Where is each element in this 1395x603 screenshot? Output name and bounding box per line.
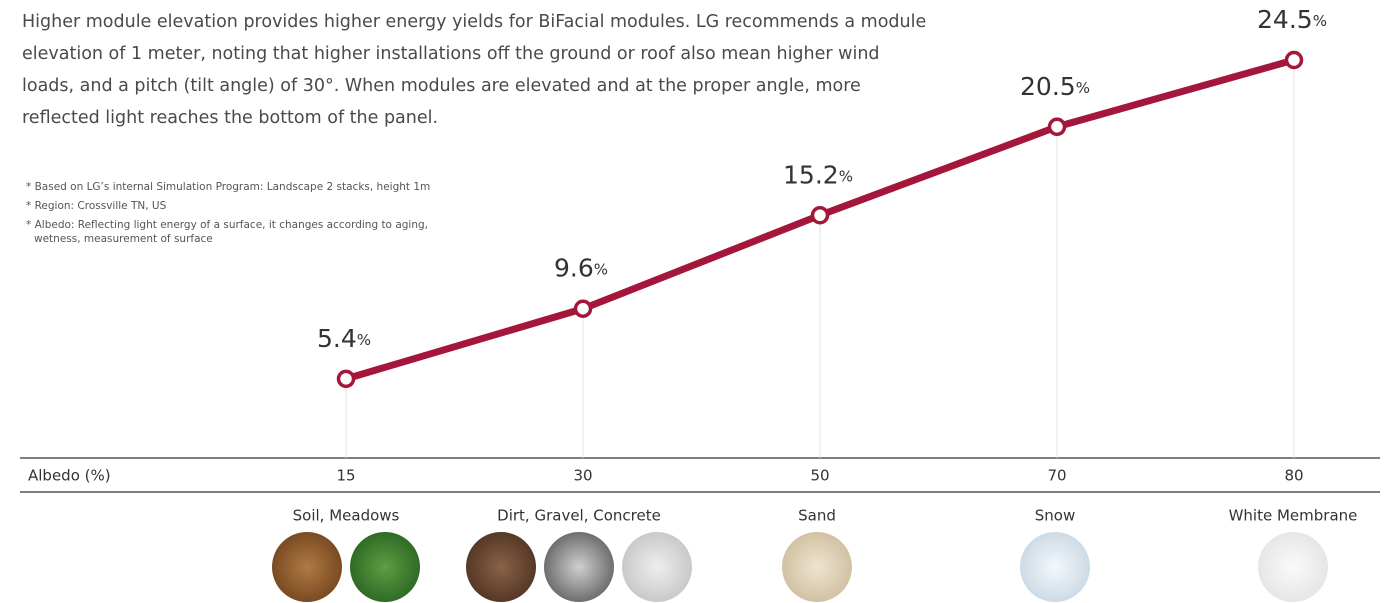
note: * Based on LG’s internal Simulation Prog… <box>26 181 431 193</box>
data-point <box>336 369 356 389</box>
notes: * Based on LG’s internal Simulation Prog… <box>26 180 456 251</box>
data-point <box>1284 50 1304 70</box>
x-tick-label: 80 <box>1284 467 1303 485</box>
value-label: 15.2% <box>783 160 853 189</box>
surface-image <box>622 532 692 602</box>
surface-image <box>350 532 420 602</box>
value-label: 24.5% <box>1257 5 1327 34</box>
surface-image <box>1258 532 1328 602</box>
intro-text: Higher module elevation provides higher … <box>22 12 927 128</box>
x-tick-label: 30 <box>573 467 592 485</box>
surface-image <box>272 532 342 602</box>
x-tick-label: 70 <box>1047 467 1066 485</box>
surface-image <box>782 532 852 602</box>
surface-label: White Membrane <box>1229 507 1358 525</box>
value-label: 20.5% <box>1020 72 1090 101</box>
value-label: 5.4% <box>317 324 371 353</box>
data-point <box>1047 117 1067 137</box>
x-axis-label: Albedo (%) <box>28 467 111 485</box>
surface-label: Snow <box>1035 507 1075 525</box>
surface-label: Sand <box>798 507 836 525</box>
x-tick-label: 15 <box>336 467 355 485</box>
note: * Albedo: Reflecting light energy of a s… <box>26 219 428 245</box>
data-point <box>573 299 593 318</box>
surface-label: Dirt, Gravel, Concrete <box>497 507 661 525</box>
surface-label: Soil, Meadows <box>293 507 400 525</box>
surface-image <box>466 532 536 602</box>
surface-image <box>1020 532 1090 602</box>
surface-image <box>544 532 614 602</box>
value-label: 9.6% <box>554 254 608 283</box>
surface-images <box>272 532 1328 602</box>
note: * Region: Crossville TN, US <box>26 200 167 212</box>
x-tick-label: 50 <box>810 467 829 485</box>
data-point <box>810 206 830 225</box>
